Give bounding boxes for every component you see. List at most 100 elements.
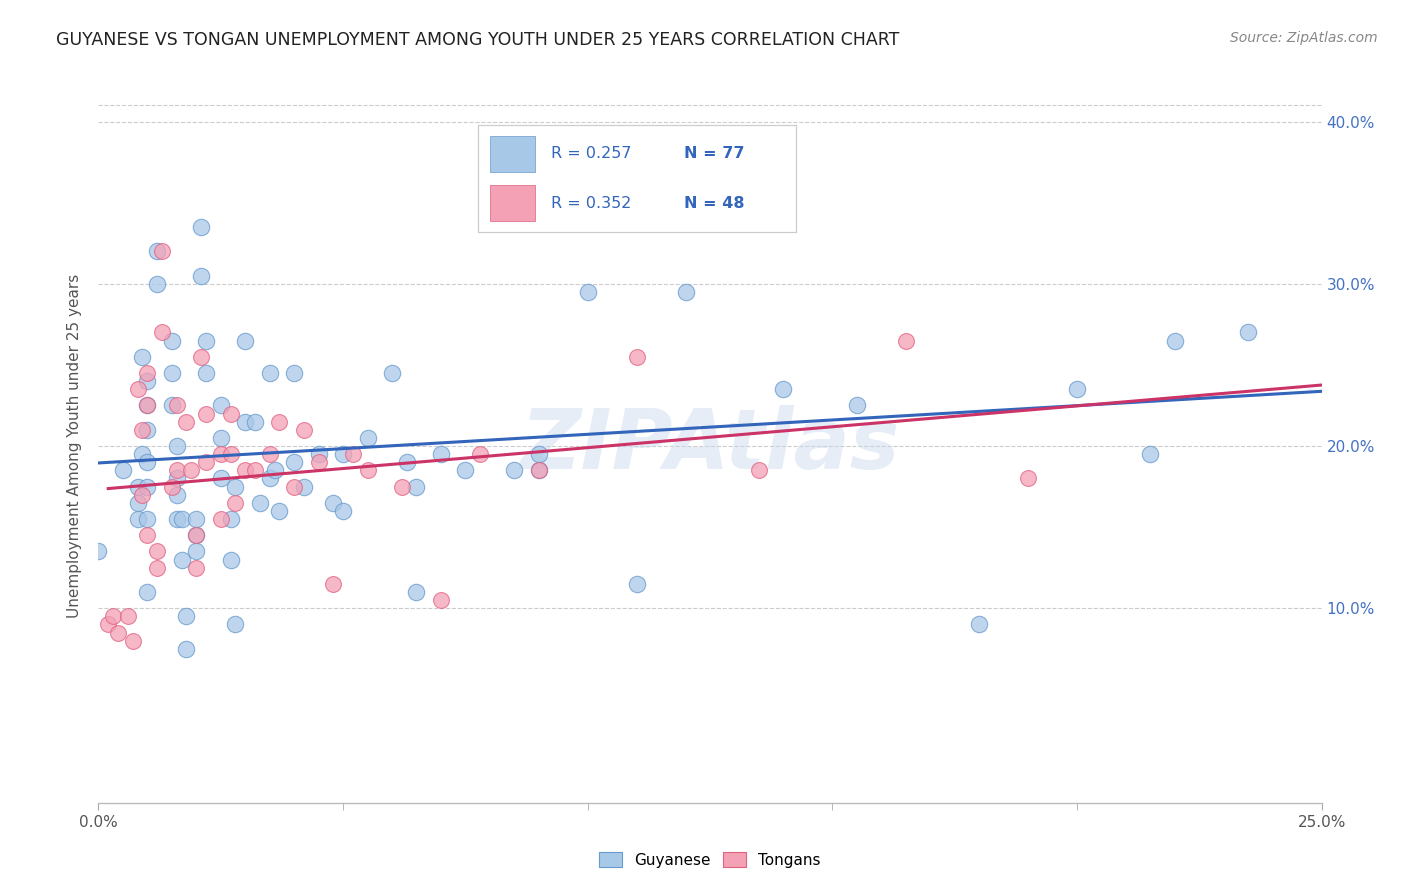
Point [136,374,159,388]
Point [146,244,169,259]
Point [176,609,198,624]
Text: Source: ZipAtlas.com: Source: ZipAtlas.com [1230,31,1378,45]
Point [322,577,344,591]
Point [127,382,149,396]
Point [136,455,159,469]
Point [209,447,232,461]
Point [146,560,169,574]
Point [219,407,242,421]
Point [107,625,129,640]
Point [186,544,208,558]
Point [1164,334,1187,348]
Point [576,285,599,299]
Point [209,471,232,485]
Point [160,334,183,348]
Point [1066,382,1088,396]
Point [224,496,246,510]
Point [146,277,169,291]
Point [131,488,153,502]
Point [195,334,218,348]
Point [322,496,344,510]
Point [170,552,193,566]
Point [772,382,794,396]
Point [136,528,159,542]
Point [146,544,169,558]
Point [503,463,526,477]
Point [259,447,281,461]
Point [195,366,218,380]
Point [430,593,453,607]
Point [127,496,149,510]
Point [117,609,139,624]
Point [136,399,159,413]
Point [136,585,159,599]
Point [1017,471,1039,485]
Point [127,479,149,493]
Point [136,399,159,413]
Point [131,350,153,364]
Point [356,431,378,445]
Point [127,512,149,526]
Point [190,350,212,364]
Point [131,423,153,437]
Point [395,455,418,469]
Point [269,415,291,429]
Point [166,488,188,502]
Point [166,512,188,526]
Point [1139,447,1161,461]
Point [675,285,697,299]
Text: ZIPAtlas: ZIPAtlas [520,406,900,486]
Point [243,463,266,477]
Y-axis label: Unemployment Among Youth under 25 years: Unemployment Among Youth under 25 years [67,274,83,618]
Point [233,463,256,477]
Point [748,463,770,477]
Point [195,455,218,469]
Point [136,366,159,380]
Point [224,479,246,493]
Point [190,220,212,235]
Point [845,399,868,413]
Point [190,268,212,283]
Point [308,447,330,461]
Point [233,415,256,429]
Point [195,407,218,421]
Point [87,544,110,558]
Point [209,431,232,445]
Point [233,334,256,348]
Point [150,326,173,340]
Point [292,423,315,437]
Point [283,366,305,380]
Point [626,577,648,591]
Point [527,463,550,477]
Point [342,447,364,461]
Point [131,447,153,461]
Point [170,512,193,526]
Point [160,366,183,380]
Point [136,479,159,493]
Point [478,155,501,169]
Point [180,463,202,477]
Point [166,471,188,485]
Point [166,463,188,477]
Point [1237,326,1260,340]
Point [166,399,188,413]
Point [224,617,246,632]
Point [219,512,242,526]
Point [283,455,305,469]
Point [209,512,232,526]
Point [150,244,173,259]
Point [527,447,550,461]
Point [136,423,159,437]
Point [967,617,990,632]
Point [356,463,378,477]
Point [219,447,242,461]
Text: GUYANESE VS TONGAN UNEMPLOYMENT AMONG YOUTH UNDER 25 YEARS CORRELATION CHART: GUYANESE VS TONGAN UNEMPLOYMENT AMONG YO… [56,31,900,49]
Point [292,479,315,493]
Point [136,512,159,526]
Point [101,609,124,624]
Point [243,415,266,429]
Point [209,399,232,413]
Point [166,439,188,453]
Point [160,399,183,413]
Point [186,512,208,526]
